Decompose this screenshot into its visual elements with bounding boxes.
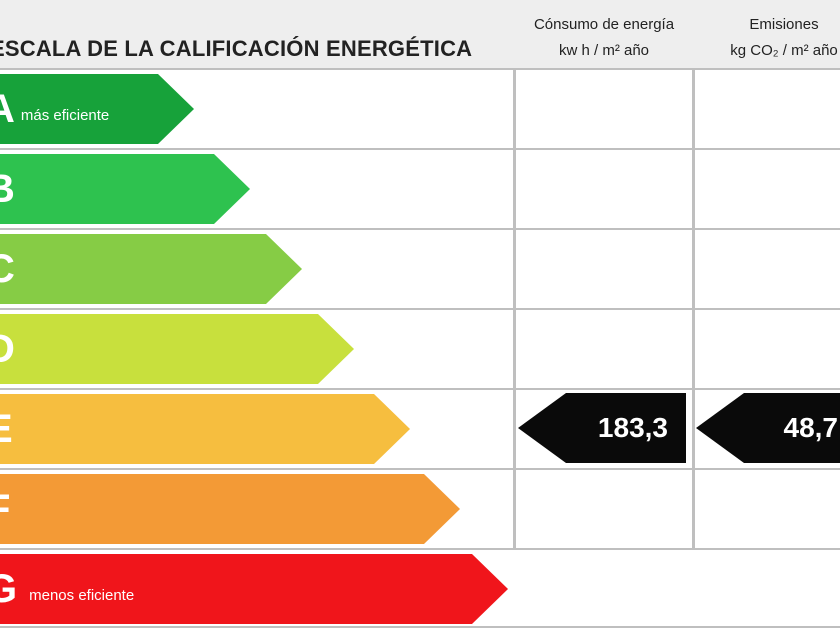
rating-letter: F <box>0 489 10 529</box>
rating-arrow-c: C <box>0 234 302 304</box>
rating-letter: G <box>0 567 18 611</box>
co2-column-unit: kg CO₂ / m² año <box>730 42 838 59</box>
rating-sublabel: más eficiente <box>20 106 110 124</box>
grid-line <box>0 308 840 310</box>
grid-line <box>0 468 840 470</box>
grid-line <box>0 548 840 550</box>
grid-line <box>0 228 840 230</box>
grid-line <box>0 626 840 628</box>
rating-letter: B <box>0 167 15 211</box>
energy-column-header: Cónsumo de energía kw h / m² año <box>516 12 692 64</box>
co2-value: 48,7 <box>783 412 839 443</box>
rating-letter: C <box>0 247 15 291</box>
table-header <box>0 0 840 68</box>
rating-arrow-a: A más eficiente <box>0 74 194 144</box>
rating-arrow-b: B <box>0 154 250 224</box>
rating-letter: A <box>0 87 15 131</box>
rating-sublabel: menos eficiente <box>29 586 135 604</box>
grid-line <box>692 68 695 548</box>
rating-letter: D <box>0 327 15 371</box>
rating-letter: E <box>0 409 13 449</box>
energy-value-badge: 183,3 <box>518 393 686 463</box>
energy-column-title: Cónsumo de energía <box>533 16 675 33</box>
energy-value: 183,3 <box>597 412 668 443</box>
rating-arrow-e: E <box>0 394 410 464</box>
co2-column-title: Emisiones <box>749 16 819 33</box>
grid-line <box>0 388 840 390</box>
grid-line <box>0 68 840 70</box>
grid-line <box>513 68 516 548</box>
rating-arrow-f: F <box>0 474 460 544</box>
rating-arrow-g: G menos eficiente <box>0 554 508 624</box>
grid-line <box>0 148 840 150</box>
co2-value-badge: 48,7 <box>696 393 840 463</box>
co2-column-header: Emisiones kg CO₂ / m² año <box>696 12 840 64</box>
scale-title: ESCALA DE LA CALIFICACIÓN ENERGÉTICA <box>0 36 473 61</box>
rating-arrow-d: D <box>0 314 354 384</box>
energy-column-unit: kw h / m² año <box>558 42 650 59</box>
